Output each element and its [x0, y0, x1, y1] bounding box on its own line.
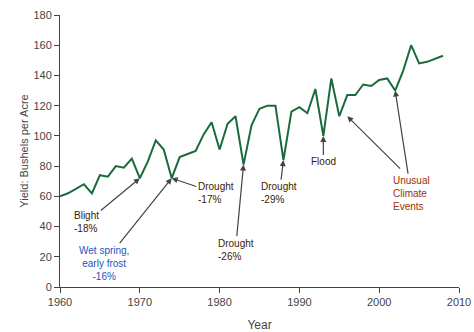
svg-text:2010: 2010 [447, 296, 471, 308]
svg-text:120: 120 [33, 100, 51, 112]
svg-text:2000: 2000 [367, 296, 391, 308]
svg-text:40: 40 [40, 220, 52, 232]
svg-text:Drought-17%: Drought-17% [198, 181, 234, 205]
svg-text:60: 60 [40, 190, 52, 202]
svg-text:Blight-18%: Blight-18% [74, 210, 99, 234]
svg-text:UnusualClimateEvents: UnusualClimateEvents [393, 175, 430, 212]
svg-text:Yield: Bushels per Acre: Yield: Bushels per Acre [18, 94, 30, 207]
svg-text:Drought-29%: Drought-29% [261, 181, 297, 205]
svg-text:100: 100 [33, 130, 51, 142]
svg-text:0: 0 [46, 281, 52, 293]
svg-text:80: 80 [40, 160, 52, 172]
svg-text:140: 140 [33, 69, 51, 81]
svg-text:1990: 1990 [287, 296, 311, 308]
svg-text:Flood: Flood [311, 156, 336, 167]
svg-text:Year: Year [247, 318, 271, 332]
svg-text:Wet spring,early frost-16%: Wet spring,early frost-16% [79, 245, 129, 282]
svg-text:160: 160 [33, 39, 51, 51]
svg-text:1960: 1960 [48, 296, 72, 308]
svg-text:Drought-26%: Drought-26% [218, 238, 254, 262]
svg-text:180: 180 [33, 9, 51, 21]
svg-text:1970: 1970 [128, 296, 152, 308]
svg-text:20: 20 [40, 251, 52, 263]
svg-text:1980: 1980 [207, 296, 231, 308]
